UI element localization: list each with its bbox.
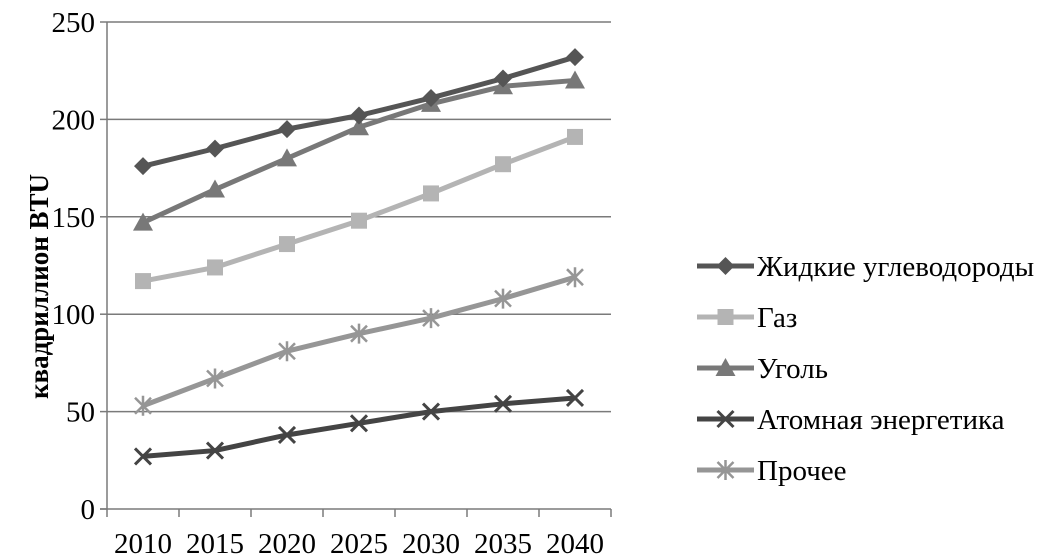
- series: [134, 267, 584, 416]
- legend-item: Жидкие углеводороды: [697, 251, 1034, 283]
- data-point: [351, 212, 367, 229]
- data-point: [494, 69, 512, 88]
- y-tick-label: 50: [66, 397, 95, 429]
- data-point: [206, 368, 224, 389]
- series: [135, 128, 583, 290]
- legend-item: Атомная энергетика: [697, 404, 1005, 436]
- data-point: [565, 70, 585, 89]
- tick-labels: 0 50 100 150 200 250 2010 2015 2020 2025 2030 2035 2…: [52, 7, 605, 557]
- legend-label: Прочее: [757, 455, 847, 487]
- data-point: [567, 128, 583, 145]
- data-point: [278, 341, 296, 362]
- data-point: [717, 309, 734, 325]
- data-point: [565, 388, 585, 408]
- data-point: [350, 323, 368, 344]
- y-axis-title: квадриллион BTU: [24, 174, 54, 399]
- legend-label: Газ: [757, 302, 797, 334]
- data-point: [716, 460, 735, 480]
- x-tick-label: 2035: [474, 528, 532, 557]
- legend-item: Уголь: [697, 353, 828, 385]
- data-point: [715, 358, 736, 376]
- series: [133, 388, 585, 466]
- data-point: [205, 441, 225, 460]
- x-tick-label: 2015: [186, 528, 244, 557]
- data-point: [422, 308, 440, 329]
- data-point: [277, 425, 297, 445]
- data-point: [205, 179, 225, 198]
- data-point: [133, 212, 153, 231]
- data-point: [422, 88, 440, 107]
- data-point: [494, 288, 512, 309]
- y-tick-label: 250: [52, 7, 96, 39]
- x-tick-label: 2030: [402, 528, 460, 557]
- plot-area: [133, 48, 585, 466]
- x-tick-label: 2020: [258, 528, 316, 557]
- data-point: [277, 148, 297, 167]
- legend-item: Прочее: [697, 455, 847, 487]
- data-point: [566, 48, 584, 67]
- data-point: [134, 395, 152, 416]
- legend-label: Уголь: [757, 353, 828, 385]
- data-point: [279, 236, 295, 253]
- data-point: [278, 120, 296, 139]
- data-point: [423, 185, 439, 202]
- y-tick-label: 200: [52, 104, 96, 136]
- series-line: [142, 395, 576, 459]
- axes: [100, 21, 612, 517]
- data-point: [716, 257, 735, 275]
- data-point: [421, 402, 441, 421]
- x-tick-label: 2025: [330, 528, 388, 557]
- data-point: [350, 106, 368, 125]
- x-tick-label: 2040: [546, 528, 604, 557]
- data-point: [716, 409, 735, 429]
- legend-item: Газ: [697, 302, 797, 334]
- legend: Жидкие углеводороды Газ Уголь Атомная энерг…: [697, 251, 1034, 487]
- legend-label: Атомная энергетика: [757, 404, 1005, 436]
- y-tick-label: 150: [52, 202, 96, 234]
- data-point: [493, 394, 513, 413]
- x-tick-label: 2010: [114, 528, 172, 557]
- data-point: [349, 117, 369, 136]
- y-tick-label: 100: [52, 299, 96, 331]
- legend-label: Жидкие углеводороды: [757, 251, 1034, 283]
- data-point: [134, 157, 152, 176]
- data-point: [566, 267, 584, 288]
- data-point: [206, 139, 224, 158]
- data-point: [133, 447, 153, 466]
- y-tick-label: 0: [81, 494, 96, 526]
- series: [134, 48, 584, 176]
- data-point: [135, 273, 151, 290]
- data-point: [495, 156, 511, 173]
- data-point: [349, 414, 369, 433]
- data-point: [207, 259, 223, 276]
